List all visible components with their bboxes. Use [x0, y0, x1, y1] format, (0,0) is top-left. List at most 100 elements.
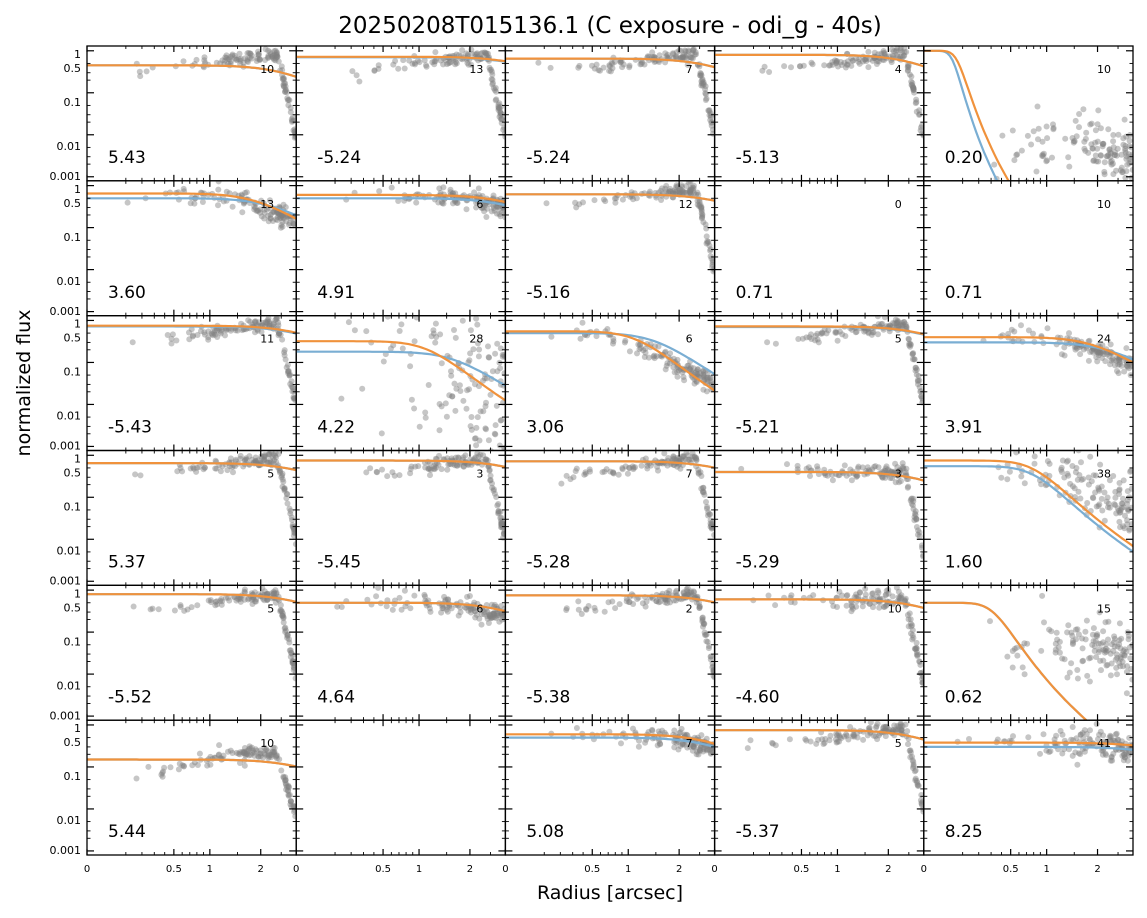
data-point — [674, 373, 681, 380]
data-point — [432, 58, 439, 65]
data-point — [890, 320, 897, 326]
data-point — [874, 315, 881, 320]
data-point — [1125, 507, 1132, 514]
data-point — [495, 105, 502, 112]
data-point — [664, 360, 671, 367]
data-point — [290, 220, 297, 227]
data-point — [1092, 127, 1099, 134]
data-point — [663, 188, 670, 195]
data-point — [467, 606, 474, 613]
data-point — [1087, 349, 1094, 355]
data-point — [262, 46, 269, 53]
data-point — [270, 460, 277, 467]
data-point — [694, 371, 701, 377]
data-point — [818, 330, 824, 337]
data-point — [1024, 132, 1031, 139]
data-point — [248, 55, 255, 62]
data-point — [663, 53, 670, 60]
data-point — [452, 454, 459, 461]
data-point — [814, 336, 821, 343]
data-point — [477, 451, 484, 458]
data-point — [1044, 135, 1051, 142]
data-point — [273, 49, 280, 56]
data-point — [674, 356, 681, 363]
data-point — [1038, 481, 1045, 488]
data-point — [624, 470, 631, 477]
data-point — [274, 315, 281, 321]
data-point — [577, 335, 584, 342]
data-point — [422, 464, 429, 471]
data-point — [640, 347, 647, 354]
data-point — [915, 381, 921, 388]
panel-count-label: 4 — [895, 63, 902, 76]
data-point — [702, 97, 709, 103]
data-point — [1031, 453, 1038, 460]
panel-r0-c2: -5.247 — [504, 45, 716, 182]
data-point — [1118, 164, 1125, 171]
data-point — [241, 55, 248, 62]
data-point — [699, 82, 706, 89]
data-point — [281, 485, 288, 492]
data-point — [905, 67, 911, 73]
data-point — [572, 199, 579, 206]
data-point — [650, 353, 657, 360]
data-point — [1056, 638, 1063, 645]
data-point — [1090, 472, 1097, 479]
data-point — [1093, 158, 1100, 165]
data-point — [694, 197, 701, 204]
data-point — [909, 82, 916, 88]
data-point — [687, 364, 694, 371]
panel-plot-area — [714, 585, 924, 686]
data-point — [1126, 137, 1133, 144]
data-point — [833, 59, 840, 66]
data-point — [707, 114, 714, 121]
data-point — [263, 319, 270, 326]
data-point — [1087, 121, 1094, 128]
data-point — [919, 397, 924, 404]
panel-plot-area — [296, 315, 506, 451]
panel-plot-area — [87, 450, 297, 548]
data-point — [436, 427, 443, 434]
data-point — [501, 531, 506, 537]
data-point — [132, 471, 139, 478]
data-point — [1065, 154, 1072, 161]
data-point — [351, 327, 358, 334]
data-point — [290, 526, 297, 533]
data-point — [691, 380, 698, 387]
data-point — [684, 61, 691, 68]
data-point — [440, 200, 447, 207]
data-point — [698, 71, 704, 77]
data-point — [907, 340, 914, 347]
data-point — [280, 74, 287, 81]
data-point — [475, 353, 482, 360]
data-point — [693, 368, 700, 375]
data-point — [438, 198, 445, 205]
data-point — [480, 377, 486, 384]
data-point — [279, 470, 286, 477]
data-point — [1090, 157, 1097, 164]
panel-count-label: 10 — [1097, 198, 1111, 211]
data-point — [703, 374, 710, 381]
data-point — [270, 321, 277, 328]
data-point — [208, 330, 215, 337]
panel-value-label: -5.45 — [317, 553, 361, 573]
data-point — [497, 417, 504, 424]
data-point — [407, 605, 414, 612]
data-point — [437, 57, 444, 64]
y-tick-label: 0.5 — [64, 467, 82, 480]
data-point — [702, 221, 709, 228]
data-point — [853, 473, 860, 480]
data-point — [889, 46, 895, 53]
data-point — [483, 399, 489, 406]
data-point — [502, 214, 506, 221]
data-point — [1108, 157, 1115, 164]
data-point — [401, 587, 408, 594]
panel-plot-area — [923, 49, 1133, 181]
data-point — [279, 472, 286, 479]
panel-value-label: -4.60 — [736, 687, 780, 707]
data-point — [261, 206, 268, 213]
data-point — [194, 464, 200, 471]
data-point — [460, 463, 467, 470]
data-point — [201, 329, 208, 336]
data-point — [1125, 365, 1132, 372]
